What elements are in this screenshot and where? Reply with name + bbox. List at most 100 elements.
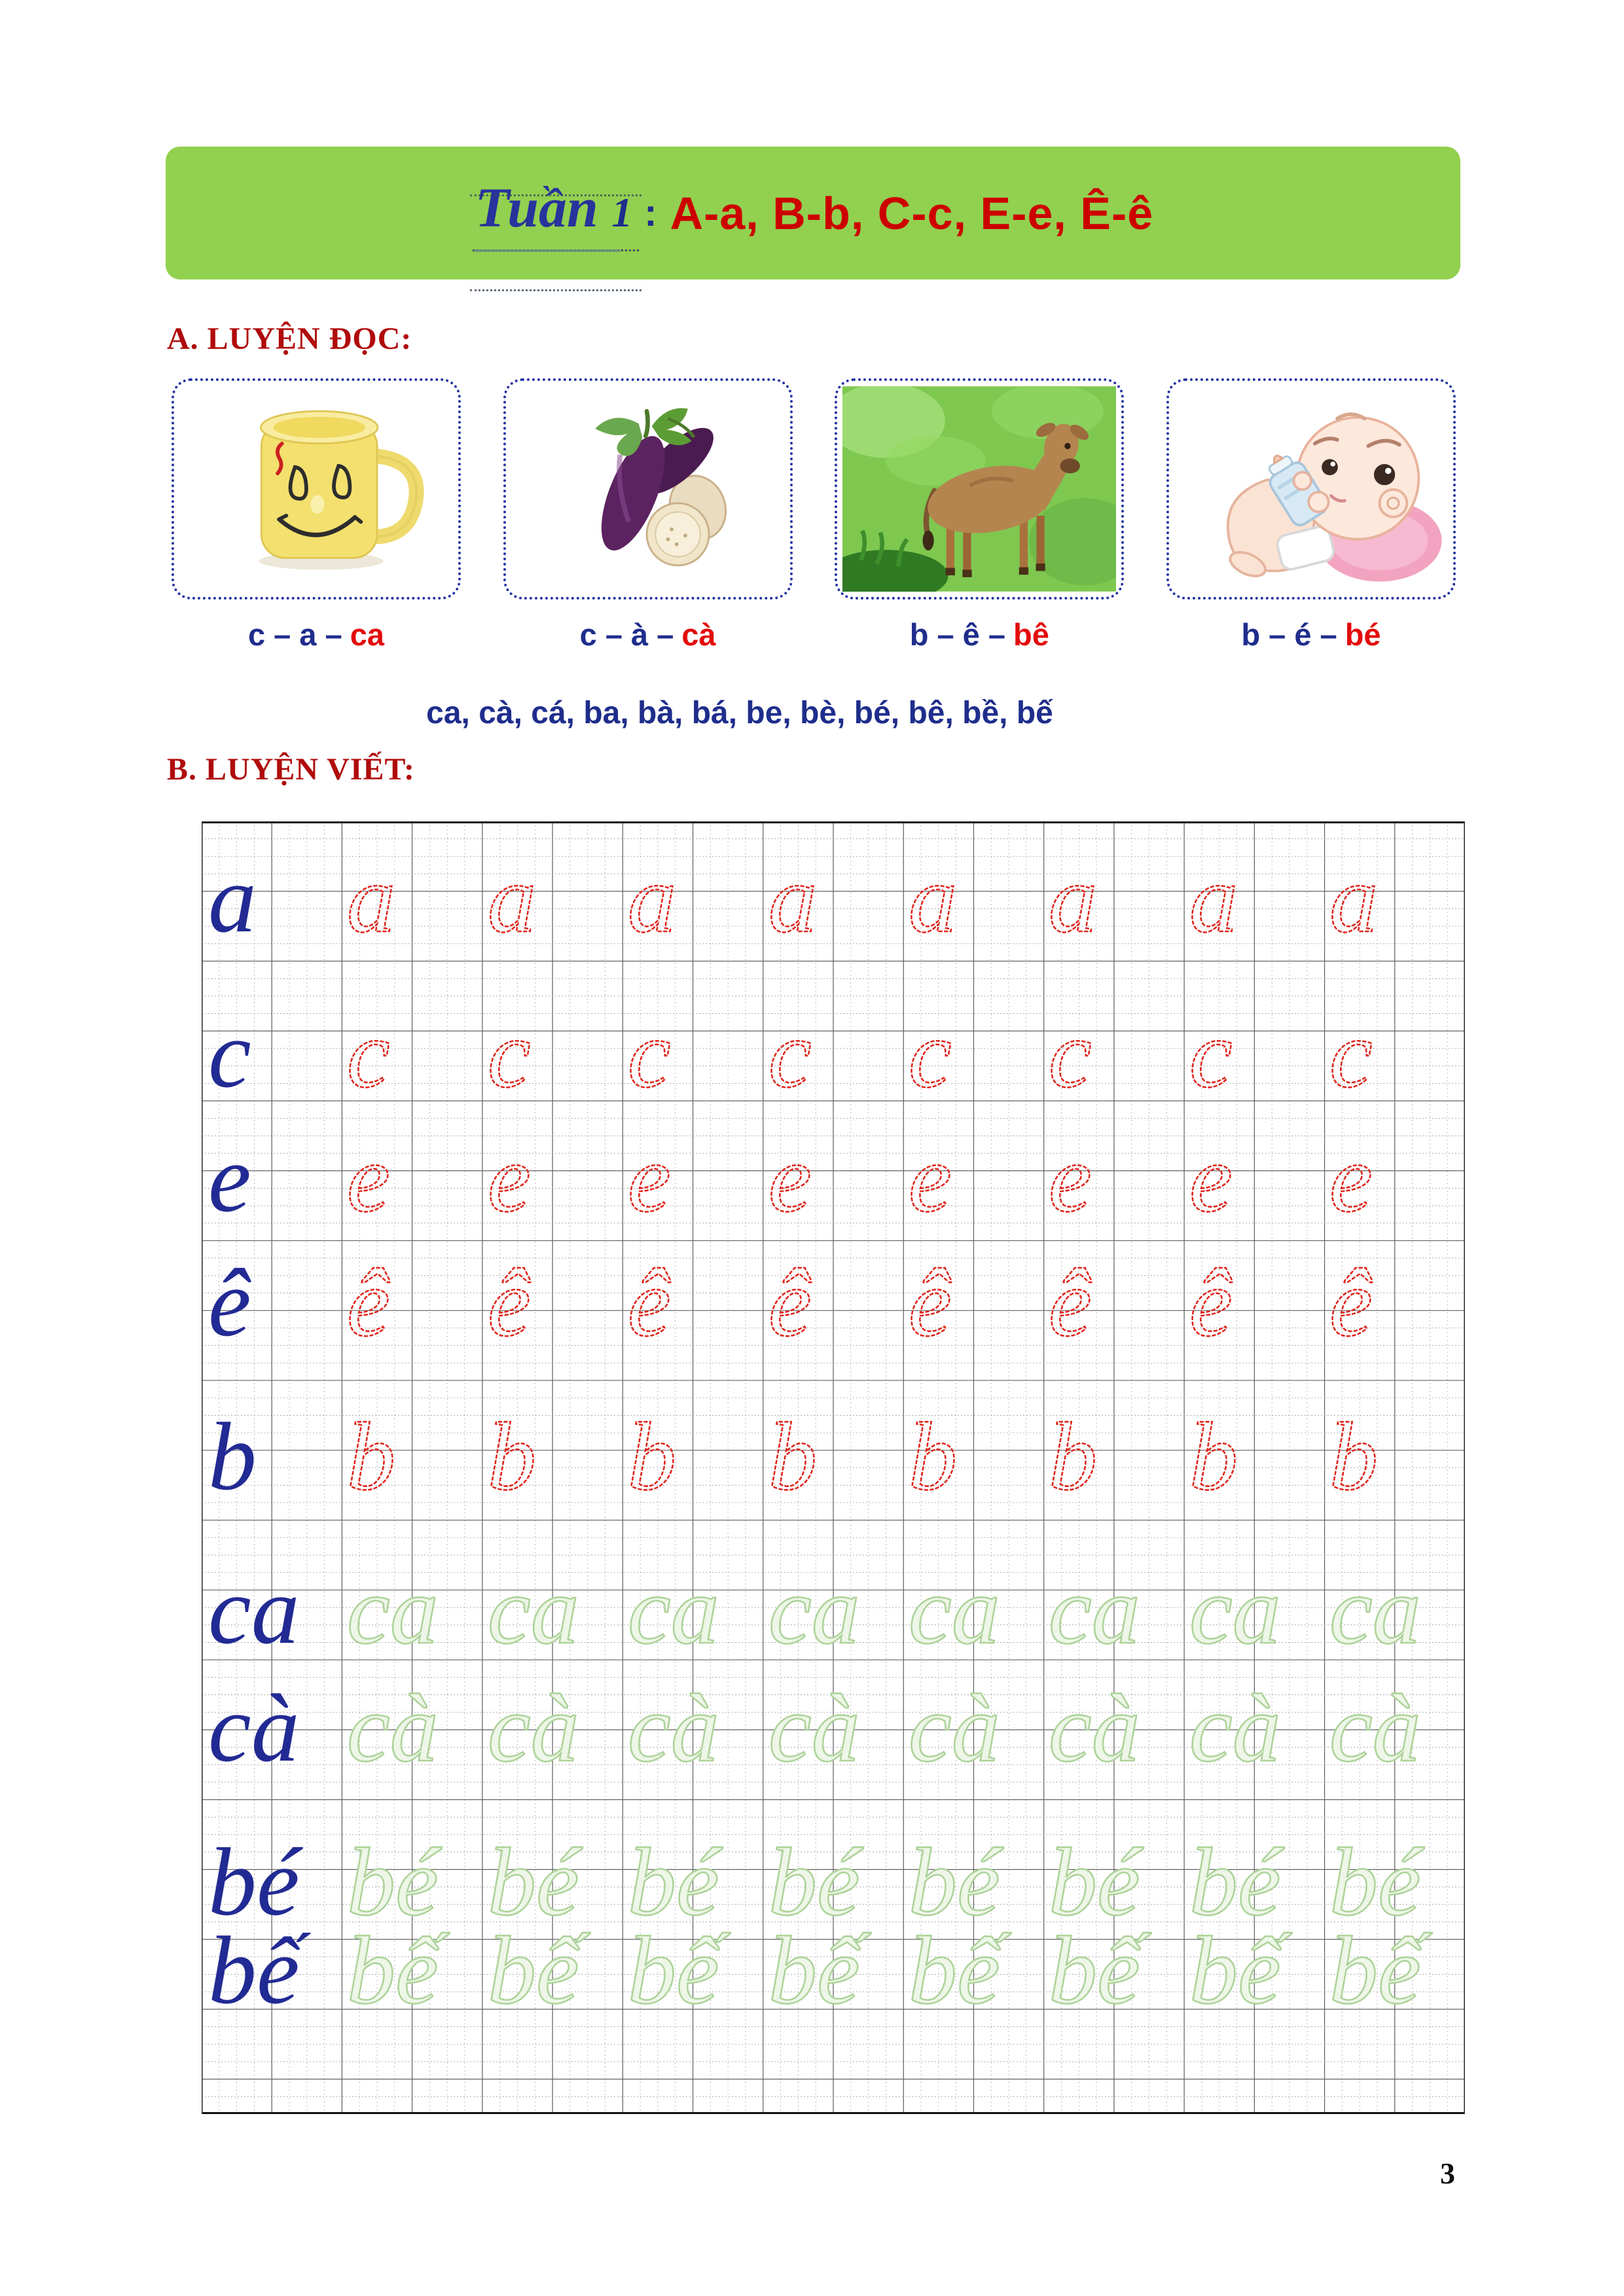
trace-letter-cell: a [1043, 823, 1183, 954]
model-letter: c [208, 1001, 251, 1108]
trace-letter-cell: e [1184, 1103, 1324, 1234]
trace-letter-cell: bế [1324, 1895, 1464, 2026]
trace-letter-cell: e [763, 1103, 903, 1234]
trace-letter-cell: bế [763, 1895, 903, 2026]
trace-letter: cà [488, 1675, 579, 1782]
trace-letter: a [909, 846, 957, 953]
trace-letter: e [768, 1125, 812, 1232]
model-letter-cell: cà [202, 1653, 342, 1784]
trace-letter-cell: ca [342, 1535, 482, 1666]
trace-letter: ê [1049, 1249, 1092, 1357]
trace-letter-cell: bé [1043, 1806, 1183, 1937]
model-letter: bế [208, 1917, 311, 2024]
trace-letter: bé [347, 1829, 442, 1936]
picture-card-ca [171, 378, 461, 600]
picture-card-be2 [1166, 378, 1456, 600]
model-letter: ê [208, 1249, 251, 1357]
trace-letter: cà [1189, 1675, 1281, 1782]
model-letter-cell: a [202, 823, 342, 954]
model-letter: b [208, 1403, 257, 1511]
picture-card-be [835, 378, 1125, 600]
trace-letter-cell: ca [763, 1535, 903, 1666]
trace-letter-cell: ê [1184, 1227, 1324, 1358]
syllable-item: b – ê – bê [835, 617, 1124, 653]
trace-letter-cell: ê [903, 1227, 1043, 1358]
page-number: 3 [1440, 2157, 1455, 2190]
trace-letter: b [1049, 1403, 1097, 1511]
section-b-title: B. LUYỆN VIẾT: [167, 752, 415, 787]
model-letter: ca [208, 1557, 300, 1664]
baby-with-bottle-image [1174, 386, 1448, 592]
practice-row-ca: ca ca ca ca ca ca ca ca ca [202, 1535, 1465, 1666]
trace-letter-cell: cà [1043, 1653, 1183, 1784]
trace-letter: c [909, 1001, 952, 1108]
trace-letter: ca [1189, 1557, 1281, 1664]
syllable-prefix: b – é – [1241, 617, 1337, 652]
model-letter-cell: e [202, 1103, 342, 1234]
trace-letter-cell: ê [482, 1227, 623, 1358]
trace-letter: a [1329, 846, 1378, 953]
trace-letter: b [1329, 1403, 1378, 1511]
trace-letter: ca [768, 1557, 860, 1664]
trace-letter-cell: bé [342, 1806, 482, 1937]
trace-letter-cell: b [1043, 1381, 1183, 1512]
trace-letter: a [1189, 846, 1238, 953]
trace-letter: cà [628, 1675, 719, 1782]
trace-letter-cell: ê [1043, 1227, 1183, 1358]
trace-letter-cell: bé [623, 1806, 763, 1937]
trace-letter-cell: bế [1184, 1895, 1324, 2026]
trace-letter-cell: e [903, 1103, 1043, 1234]
trace-letter: ê [628, 1249, 671, 1357]
trace-letter-cell: bé [482, 1806, 623, 1937]
trace-letter: c [768, 1001, 812, 1108]
syllable-item: b – é – bé [1166, 617, 1456, 653]
trace-letter: b [768, 1403, 817, 1511]
trace-letter: e [1189, 1125, 1233, 1232]
trace-letter-cell: e [482, 1103, 623, 1234]
trace-letter: bế [628, 1917, 731, 2024]
trace-letter-cell: cà [763, 1653, 903, 1784]
trace-letter: a [628, 846, 676, 953]
trace-letter-cell: a [1324, 823, 1464, 954]
trace-letter: ca [909, 1557, 1000, 1664]
trace-letter-cell: a [482, 823, 623, 954]
syllable-word: bê [1013, 617, 1049, 652]
trace-letter: e [488, 1125, 531, 1232]
trace-letter-cell: ê [623, 1227, 763, 1358]
trace-letter: bé [909, 1829, 1004, 1936]
trace-letter-cell: ca [1043, 1535, 1183, 1666]
syllable-word: bé [1344, 617, 1381, 652]
model-letter: a [208, 846, 257, 953]
trace-letter: ê [488, 1249, 531, 1357]
trace-letter: a [347, 846, 395, 953]
trace-letter: bé [488, 1829, 583, 1936]
trace-letter: cà [1049, 1675, 1140, 1782]
trace-letter-cell: bế [623, 1895, 763, 2026]
trace-letter: a [1049, 846, 1097, 953]
trace-letter-cell: ca [482, 1535, 623, 1666]
trace-letter: ê [347, 1249, 390, 1357]
picture-cards [171, 378, 1456, 600]
trace-letter: bế [1329, 1917, 1432, 2024]
trace-letter-cell: e [623, 1103, 763, 1234]
trace-letter-cell: a [763, 823, 903, 954]
trace-letter: cà [347, 1675, 439, 1782]
trace-letter-cell: bế [482, 1895, 623, 2026]
trace-letter: e [1329, 1125, 1373, 1232]
trace-letter: bế [488, 1917, 590, 2024]
word-list: ca, cà, cá, ba, bà, bá, be, bè, bé, bê, … [426, 696, 1053, 730]
trace-letter: bế [1189, 1917, 1292, 2024]
syllable-row: c – a – ca c – à – cà b – ê – bê b – é – bé [171, 617, 1456, 653]
trace-letter: c [347, 1001, 390, 1108]
eggplants-image [511, 386, 785, 592]
trace-letter-cell: c [342, 978, 482, 1109]
section-a-title: A. LUYỆN ĐỌC: [167, 321, 412, 356]
week-banner: Tuần 1 : A-a, B-b, C-c, E-e, Ê-ê [166, 147, 1460, 291]
solid-guide-line [473, 249, 621, 252]
trace-letter-cell: cà [342, 1653, 482, 1784]
trace-letter: bế [768, 1917, 871, 2024]
model-letter: bé [208, 1829, 304, 1936]
trace-letter: e [909, 1125, 952, 1232]
